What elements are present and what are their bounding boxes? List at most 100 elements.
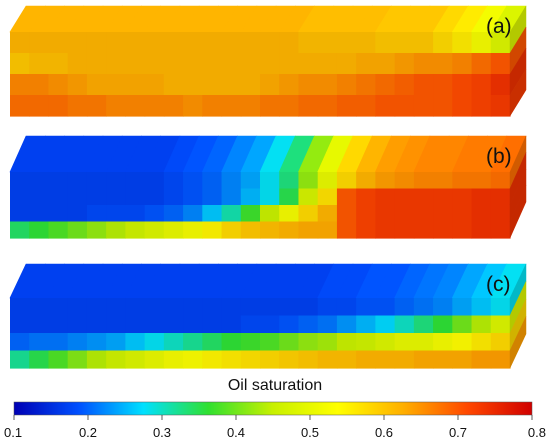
front-face-cell — [106, 333, 126, 352]
front-face-cell — [67, 74, 88, 96]
front-face-cell — [221, 315, 242, 334]
front-face-cell — [10, 172, 30, 190]
front-face-cell — [221, 172, 242, 190]
front-face-cell — [183, 205, 203, 223]
front-face-cell — [86, 172, 107, 190]
front-face-cell — [413, 53, 434, 75]
front-face-cell — [29, 95, 50, 117]
front-face-cell — [336, 172, 357, 190]
front-face-cell — [298, 32, 319, 54]
front-face-cell — [298, 188, 319, 206]
front-face-cell — [336, 315, 357, 334]
front-face-cell — [317, 172, 338, 190]
front-face-cell — [356, 74, 376, 96]
front-face-cell — [356, 221, 376, 239]
front-face-cell — [125, 188, 146, 206]
front-face-cell — [490, 221, 511, 239]
front-face-cell — [202, 315, 223, 334]
front-face-cell — [29, 350, 50, 369]
front-face-cell — [336, 74, 357, 96]
front-face-cell — [452, 53, 473, 75]
front-face-cell — [240, 53, 261, 75]
front-face-cell — [106, 350, 126, 369]
front-face-cell — [298, 350, 319, 369]
front-face-cell — [336, 350, 357, 369]
front-face-cell — [260, 53, 280, 75]
front-face-cell — [106, 221, 126, 239]
front-face-cell — [163, 74, 184, 96]
front-face-cell — [279, 350, 300, 369]
front-face-cell — [48, 315, 69, 334]
front-face-cell — [10, 74, 30, 96]
front-face-cell — [471, 333, 492, 352]
front-face-cell — [279, 53, 300, 75]
front-face-cell — [471, 74, 492, 96]
front-face-cell — [260, 172, 280, 190]
front-face-cell — [48, 298, 69, 317]
front-face-cell — [336, 188, 357, 206]
front-face-cell — [375, 188, 396, 206]
front-face-cell — [317, 53, 338, 75]
front-face-cell — [394, 221, 415, 239]
front-face-cell — [125, 74, 146, 96]
front-face-cell — [317, 333, 338, 352]
front-face-cell — [106, 205, 126, 223]
front-face-cell — [106, 53, 126, 75]
front-face-cell — [413, 298, 434, 317]
front-face-cell — [394, 95, 415, 117]
front-face-cell — [260, 315, 280, 334]
front-face-cell — [375, 350, 396, 369]
colorbar-title: Oil saturation — [228, 377, 322, 394]
front-face-cell — [48, 188, 69, 206]
front-face-cell — [144, 53, 165, 75]
front-face-cell — [433, 315, 453, 334]
front-face-cell — [221, 350, 242, 369]
front-face-cell — [433, 333, 453, 352]
colorbar-tick-label: 0.6 — [375, 425, 393, 440]
front-face-cell — [317, 298, 338, 317]
front-face-cell — [125, 221, 146, 239]
front-face-cell — [144, 315, 165, 334]
front-face-cell — [356, 350, 376, 369]
front-face-cell — [106, 188, 126, 206]
front-face-cell — [10, 188, 30, 206]
front-face-cell — [86, 315, 107, 334]
front-face-cell — [125, 53, 146, 75]
colorbar: Oil saturation 0.1 0.2 0.3 0.4 0.5 0.6 0.7 0.8 — [4, 377, 546, 440]
front-face-cell — [86, 350, 107, 369]
front-face-cell — [106, 95, 126, 117]
front-face-cell — [260, 205, 280, 223]
front-face-cell — [413, 350, 434, 369]
front-face-cell — [125, 32, 146, 54]
front-face-cell — [452, 32, 473, 54]
front-face-cell — [202, 32, 223, 54]
front-face-cell — [452, 221, 473, 239]
front-face-cell — [202, 53, 223, 75]
front-face-cell — [144, 298, 165, 317]
front-face-cell — [86, 188, 107, 206]
front-face-cell — [471, 53, 492, 75]
colorbar-tick-label: 0.1 — [4, 425, 22, 440]
front-face-cell — [433, 172, 453, 190]
front-face-cell — [490, 74, 511, 96]
front-face-cell — [106, 298, 126, 317]
front-face-cell — [433, 205, 453, 223]
front-face-cell — [356, 188, 376, 206]
front-face-cell — [279, 32, 300, 54]
front-face-cell — [433, 95, 453, 117]
front-face-cell — [260, 221, 280, 239]
front-face-cell — [183, 172, 203, 190]
front-face-cell — [433, 298, 453, 317]
panel-label: (a) — [486, 15, 512, 38]
front-face-cell — [163, 315, 184, 334]
front-face-cell — [240, 333, 261, 352]
front-face-cell — [144, 205, 165, 223]
front-face-cell — [433, 221, 453, 239]
front-face-cell — [86, 298, 107, 317]
front-face-cell — [144, 95, 165, 117]
front-face-cell — [183, 315, 203, 334]
front-face-cell — [183, 298, 203, 317]
front-face-cell — [375, 315, 396, 334]
front-face-cell — [260, 188, 280, 206]
